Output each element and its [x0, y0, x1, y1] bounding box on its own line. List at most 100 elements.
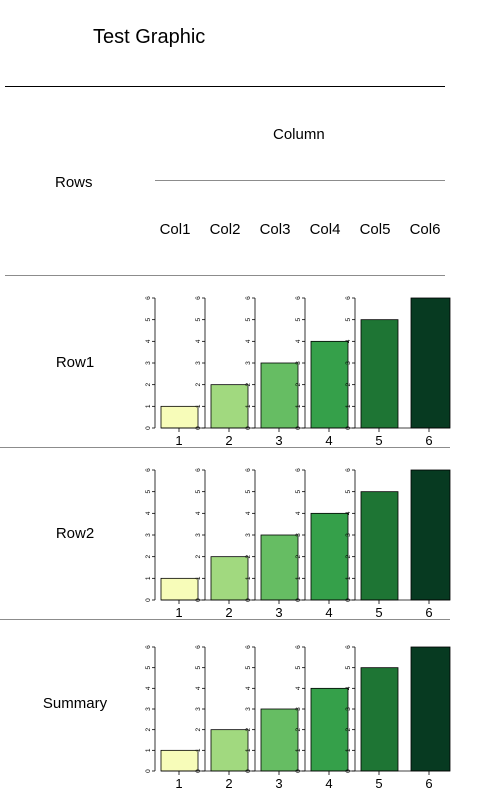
row2-y-tick-label-col3-5: 5: [245, 489, 252, 493]
summary-y-tick-label-col1-2: 2: [145, 727, 152, 731]
summary-y-tick-label-col5-2: 2: [345, 727, 352, 731]
summary-x-tick-label-col6: 6: [425, 776, 432, 791]
row1-y-tick-label-col1-1: 1: [145, 404, 152, 408]
row1-x-tick-label-col5: 5: [375, 433, 382, 448]
row1-bar-col3: [260, 362, 299, 429]
summary-y-tick-label-col4-1: 1: [295, 748, 302, 752]
summary-y-tick-label-col2-5: 5: [195, 665, 202, 669]
row1-y-tick-label-col2-5: 5: [195, 317, 202, 321]
row2-x-tick-label-col3: 3: [275, 605, 282, 620]
summary-y-tick-label-col4-3: 3: [295, 707, 302, 711]
row2-y-tick-label-col1-5: 5: [145, 489, 152, 493]
row2-x-tick-label-col2: 2: [225, 605, 232, 620]
row2-y-tick-label-col3-6: 6: [245, 468, 252, 472]
row2-y-tick-label-col3-1: 1: [245, 576, 252, 580]
row1-y-tick-label-col1-0: 0: [145, 426, 152, 430]
title-rule: [5, 86, 445, 87]
row1-bar-col6: [410, 297, 451, 429]
summary-y-tick-label-col1-1: 1: [145, 748, 152, 752]
summary-bar-col2: [210, 729, 249, 772]
row1-bar-col2: [210, 384, 249, 429]
row2-y-tick-label-col3-2: 2: [245, 554, 252, 558]
row1-y-tick-label-col3-3: 3: [245, 361, 252, 365]
row1-y-tick-label-col3-4: 4: [245, 339, 252, 343]
row1-x-tick-label-col4: 4: [325, 433, 332, 448]
row1-y-tick-label-col5-4: 4: [345, 339, 352, 343]
row2-bar-col3: [260, 534, 299, 601]
row1-y-tick-label-col4-4: 4: [295, 339, 302, 343]
summary-bar-col6: [410, 646, 451, 772]
row1-y-tick-label-col1-4: 4: [145, 339, 152, 343]
column-label-col2: Col2: [209, 221, 241, 238]
row1-rule: [0, 447, 450, 448]
row1-x-tick-label-col6: 6: [425, 433, 432, 448]
row2-y-tick-label-col1-6: 6: [145, 468, 152, 472]
row1-bar-col1: [160, 405, 199, 429]
row2-y-tick-label-col1-0: 0: [145, 598, 152, 602]
row1-y-tick-label-col2-6: 6: [195, 296, 202, 300]
summary-y-tick-label-col4-4: 4: [295, 686, 302, 690]
row2-y-tick-label-col1-1: 1: [145, 576, 152, 580]
row1-bar-col5: [360, 319, 399, 429]
row2-bar-col6: [410, 469, 451, 601]
row2-y-tick-label-col4-3: 3: [295, 533, 302, 537]
row2-y-tick-label-col2-1: 1: [195, 576, 202, 580]
row2-y-tick-label-col4-1: 1: [295, 576, 302, 580]
summary-x-tick-label-col4: 4: [325, 776, 332, 791]
row2-y-tick-label-col4-6: 6: [295, 468, 302, 472]
summary-y-tick-label-col5-6: 6: [345, 645, 352, 649]
summary-y-tick-label-col2-2: 2: [195, 727, 202, 731]
summary-y-tick-label-col1-3: 3: [145, 707, 152, 711]
row-label-row2: Row2: [55, 525, 95, 542]
summary-y-tick-label-col3-6: 6: [245, 645, 252, 649]
summary-bar-col5: [360, 667, 399, 772]
row1-y-tick-label-col5-5: 5: [345, 317, 352, 321]
row2-y-tick-label-col5-6: 6: [345, 468, 352, 472]
row1-y-tick-label-col2-3: 3: [195, 361, 202, 365]
row2-y-tick-label-col2-6: 6: [195, 468, 202, 472]
summary-y-tick-label-col5-4: 4: [345, 686, 352, 690]
row1-y-tick-label-col5-1: 1: [345, 404, 352, 408]
row2-y-tick-label-col5-4: 4: [345, 511, 352, 515]
row1-y-tick-label-col4-1: 1: [295, 404, 302, 408]
row1-x-tick-label-col1: 1: [175, 433, 182, 448]
row2-y-tick-label-col1-3: 3: [145, 533, 152, 537]
row2-y-tick-label-col2-4: 4: [195, 511, 202, 515]
row1-y-tick-label-col5-6: 6: [345, 296, 352, 300]
row2-x-tick-label-col5: 5: [375, 605, 382, 620]
summary-y-tick-label-col5-1: 1: [345, 748, 352, 752]
row1-bar-col4: [310, 340, 349, 429]
row1-y-tick-label-col2-2: 2: [195, 382, 202, 386]
summary-x-tick-label-col2: 2: [225, 776, 232, 791]
summary-bar-col1: [160, 749, 199, 772]
row1-x-tick-label-col3: 3: [275, 433, 282, 448]
row2-y-tick-label-col3-4: 4: [245, 511, 252, 515]
summary-y-tick-label-col2-4: 4: [195, 686, 202, 690]
row1-y-tick-label-col1-5: 5: [145, 317, 152, 321]
graphic-title: Test Graphic: [93, 26, 206, 48]
row1-y-tick-label-col1-3: 3: [145, 361, 152, 365]
row2-y-tick-label-col3-3: 3: [245, 533, 252, 537]
summary-y-tick-label-col1-4: 4: [145, 686, 152, 690]
summary-y-tick-label-col4-6: 6: [295, 645, 302, 649]
summary-y-tick-label-col1-0: 0: [145, 769, 152, 773]
column-label-col6: Col6: [409, 221, 441, 238]
row1-y-tick-label-col1-6: 6: [145, 296, 152, 300]
column-label-col5: Col5: [359, 221, 391, 238]
row2-y-tick-label-col4-4: 4: [295, 511, 302, 515]
row1-y-tick-label-col1-2: 2: [145, 382, 152, 386]
summary-y-tick-label-col5-3: 3: [345, 707, 352, 711]
column-label-col4: Col4: [309, 221, 341, 238]
row-label-summary: Summary: [42, 695, 108, 712]
row1-y-tick-label-col4-3: 3: [295, 361, 302, 365]
column-label-col3: Col3: [259, 221, 291, 238]
column-header: Column: [273, 126, 325, 143]
summary-y-tick-label-col2-3: 3: [195, 707, 202, 711]
summary-y-tick-label-col2-6: 6: [195, 645, 202, 649]
row1-y-tick-label-col4-6: 6: [295, 296, 302, 300]
row1-y-tick-label-col3-5: 5: [245, 317, 252, 321]
row2-y-tick-label-col1-4: 4: [145, 511, 152, 515]
summary-y-tick-label-col3-5: 5: [245, 665, 252, 669]
summary-y-tick-label-col2-1: 1: [195, 748, 202, 752]
